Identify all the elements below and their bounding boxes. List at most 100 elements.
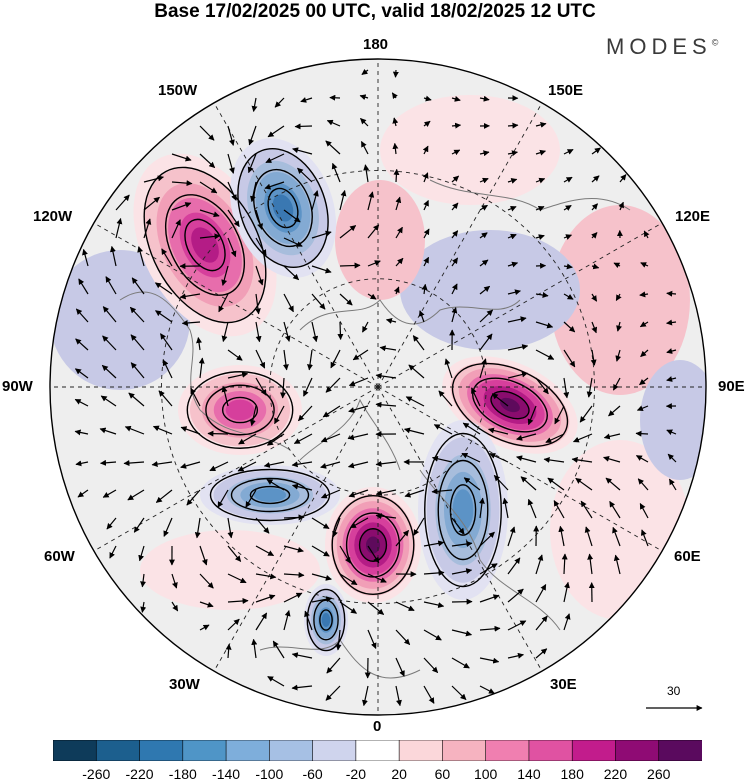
wind-vector xyxy=(254,293,261,315)
wind-vector xyxy=(462,422,481,435)
wind-vector xyxy=(266,479,285,491)
wind-vector xyxy=(339,225,357,239)
wind-vector xyxy=(395,257,404,267)
wind-vector xyxy=(395,629,411,646)
wind-vector xyxy=(131,277,145,295)
wind-vector xyxy=(535,615,548,631)
wind-vector xyxy=(451,568,473,575)
wind-vector xyxy=(352,349,369,361)
wind-vector xyxy=(639,321,649,328)
wind-vector xyxy=(311,265,332,274)
wind-vector xyxy=(561,553,568,575)
wind-vector xyxy=(227,125,235,146)
colorbar-segment xyxy=(95,740,141,761)
wind-vector xyxy=(322,405,341,418)
wind-vector xyxy=(666,290,677,297)
wind-vector xyxy=(404,427,425,435)
wind-vector xyxy=(171,180,193,187)
wind-vector xyxy=(249,405,257,427)
wind-vector xyxy=(199,125,215,141)
wind-vector xyxy=(272,640,285,659)
wind-vector xyxy=(603,455,621,463)
wind-vector xyxy=(265,153,285,164)
anomaly-level xyxy=(253,488,287,502)
wind-vector xyxy=(479,259,489,267)
coastline xyxy=(299,299,521,331)
wind-vector xyxy=(100,395,117,407)
wind-vector xyxy=(115,194,130,211)
wind-vector xyxy=(479,625,501,632)
wind-vector xyxy=(395,196,402,211)
wind-vector xyxy=(637,478,649,491)
wind-vector xyxy=(412,335,425,351)
colorbar-tick-label: -260 xyxy=(82,766,111,782)
wind-vectors xyxy=(74,68,677,707)
wind-vector xyxy=(643,230,650,239)
wind-vector xyxy=(274,405,285,425)
wind-vector xyxy=(563,293,574,300)
wind-vector xyxy=(507,205,517,212)
wind-vector xyxy=(227,349,243,361)
wind-vector xyxy=(612,526,621,547)
wind-vector xyxy=(422,145,429,155)
wind-vector xyxy=(267,125,285,138)
wind-vector xyxy=(431,488,453,495)
colorbar-segment xyxy=(139,740,184,761)
lon-label-120e: 120E xyxy=(675,208,711,225)
wind-vector xyxy=(507,316,527,323)
wind-vector xyxy=(75,338,89,351)
wind-vector xyxy=(451,230,459,239)
wind-vector xyxy=(535,292,549,298)
streamline-contour xyxy=(205,384,275,436)
wind-vector xyxy=(563,234,572,240)
wind-vector xyxy=(283,209,301,223)
wind-vector xyxy=(255,517,270,534)
wind-vector xyxy=(155,489,173,503)
wind-vector xyxy=(75,460,89,467)
wind-vector xyxy=(311,230,332,239)
wind-vector xyxy=(106,517,117,530)
wind-vector xyxy=(181,319,201,326)
wind-vector xyxy=(255,265,264,286)
wind-vector xyxy=(393,286,400,295)
wind-vector xyxy=(217,489,229,508)
wind-vector xyxy=(487,427,509,435)
wind-vector xyxy=(507,344,529,351)
wind-vector xyxy=(591,147,601,155)
copyright-mark: © xyxy=(711,37,719,48)
wind-vector xyxy=(395,657,405,677)
wind-vector xyxy=(547,477,565,491)
colorbar-segment xyxy=(225,740,271,761)
wind-vector xyxy=(451,175,460,183)
wind-vector xyxy=(431,455,453,463)
wind-vector xyxy=(198,357,205,379)
wind-vector xyxy=(348,377,369,387)
streamline-contour xyxy=(267,187,299,229)
wind-vector xyxy=(553,500,565,519)
wind-vector xyxy=(347,433,369,441)
wind-vector xyxy=(612,377,621,391)
wind-vector xyxy=(423,601,445,608)
wind-vector xyxy=(143,175,164,183)
wind-vector xyxy=(507,371,528,379)
wind-vector xyxy=(666,348,677,354)
wind-vector xyxy=(451,629,473,637)
wind-vector xyxy=(563,263,573,270)
wind-vector xyxy=(507,620,527,631)
coastline xyxy=(299,398,401,471)
wind-vector xyxy=(199,233,221,240)
wind-vector xyxy=(163,517,173,537)
wind-vector xyxy=(227,618,240,631)
wind-vector xyxy=(311,321,319,343)
wind-vector xyxy=(563,176,573,183)
wind-vector xyxy=(563,613,571,631)
wind-vector xyxy=(423,569,445,576)
modes-logo-text: MODES xyxy=(606,34,712,59)
wind-vector xyxy=(330,349,341,369)
wind-vector xyxy=(563,581,570,603)
wind-vector xyxy=(227,545,242,562)
wind-vector xyxy=(563,349,576,368)
wind-vector xyxy=(395,529,410,547)
wind-vector xyxy=(152,425,173,435)
wind-vector xyxy=(291,652,313,659)
